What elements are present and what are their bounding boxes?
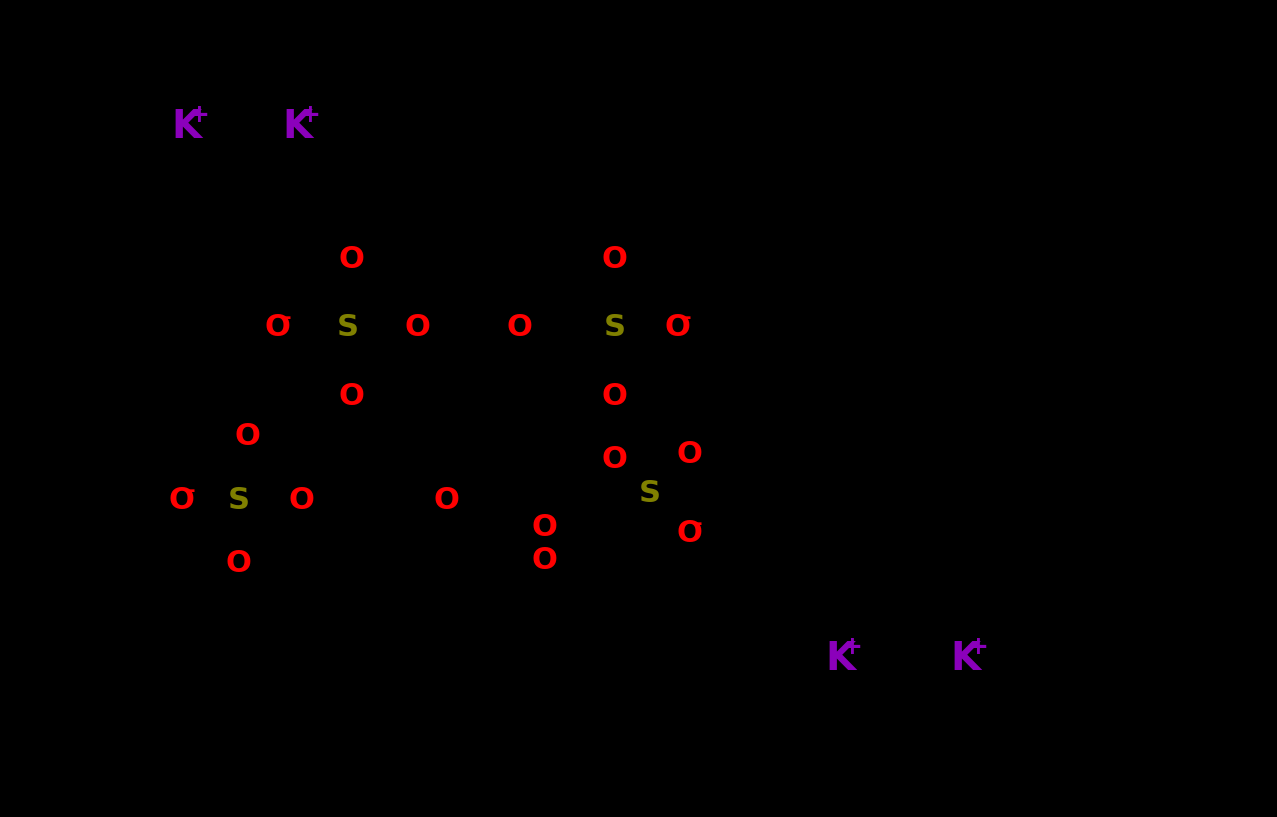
Text: +: + <box>299 104 321 127</box>
Text: O: O <box>601 445 627 475</box>
Text: O: O <box>676 519 702 547</box>
Text: O: O <box>169 486 194 516</box>
Text: O: O <box>664 313 691 342</box>
Text: O: O <box>234 422 261 451</box>
Text: O: O <box>506 313 533 342</box>
Text: K: K <box>825 640 856 677</box>
Text: O: O <box>676 440 702 469</box>
Text: O: O <box>405 313 430 342</box>
Text: K: K <box>282 109 313 146</box>
Text: -: - <box>282 308 291 328</box>
Text: K: K <box>171 109 202 146</box>
Text: +: + <box>188 104 209 127</box>
Text: -: - <box>186 481 195 502</box>
Text: +: + <box>967 635 988 659</box>
Text: O: O <box>601 245 627 275</box>
Text: O: O <box>226 549 252 578</box>
Text: O: O <box>531 513 558 542</box>
Text: -: - <box>693 514 702 534</box>
Text: O: O <box>338 382 365 411</box>
Text: K: K <box>950 640 981 677</box>
Text: O: O <box>433 486 460 516</box>
Text: +: + <box>842 635 862 659</box>
Text: O: O <box>289 486 314 516</box>
Text: S: S <box>337 313 359 342</box>
Text: S: S <box>604 313 626 342</box>
Text: S: S <box>227 486 250 516</box>
Text: S: S <box>638 479 660 507</box>
Text: O: O <box>338 245 365 275</box>
Text: O: O <box>264 313 290 342</box>
Text: -: - <box>682 308 691 328</box>
Text: O: O <box>531 546 558 574</box>
Text: O: O <box>601 382 627 411</box>
